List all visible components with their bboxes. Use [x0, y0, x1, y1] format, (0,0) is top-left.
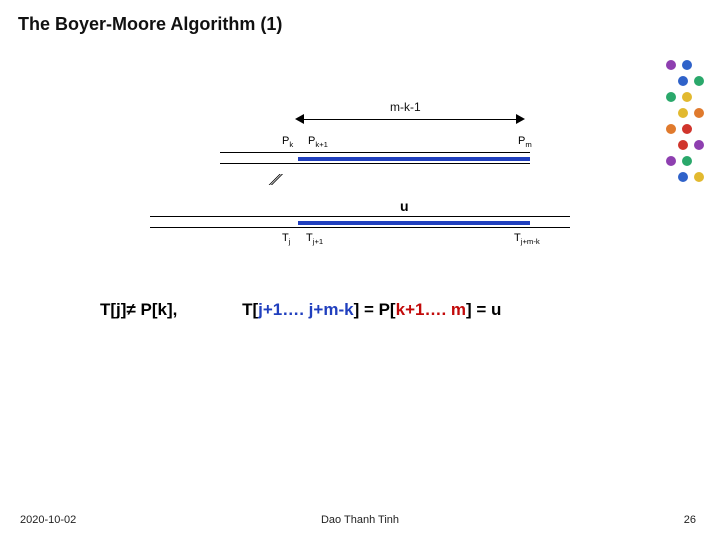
double-arrow-icon — [295, 114, 525, 126]
eq-post: ] = u — [466, 300, 501, 319]
dot-icon — [678, 108, 688, 118]
label-pk: Pk — [282, 135, 293, 149]
dot-row — [678, 108, 708, 118]
text-matched-segment — [298, 221, 530, 225]
dot-row — [678, 140, 708, 150]
label-pk1: Pk+1 — [308, 135, 328, 149]
eq-Tj: T[j] — [100, 300, 126, 319]
eq-red-range: k+1…. m — [396, 300, 466, 319]
dot-row — [678, 172, 708, 182]
dot-row — [666, 60, 708, 70]
eq-lhs-post: ] = P[ — [354, 300, 396, 319]
dot-row — [666, 92, 708, 102]
u-label: u — [400, 198, 409, 214]
dot-icon — [666, 124, 676, 134]
dot-row — [666, 124, 708, 134]
equation-mismatch: T[j]≠ P[k], — [100, 300, 177, 320]
dot-row — [678, 76, 708, 86]
dot-icon — [666, 60, 676, 70]
label-tj1: Tj+1 — [306, 232, 323, 246]
page-title: The Boyer-Moore Algorithm (1) — [18, 14, 282, 35]
label-tj: Tj — [282, 232, 290, 246]
label-pm: Pm — [518, 135, 532, 149]
pattern-bar — [220, 152, 530, 164]
arrow-right-icon — [516, 114, 525, 124]
dot-icon — [682, 92, 692, 102]
equation-match: T[j+1…. j+m-k] = P[k+1…. m] = u — [242, 300, 501, 320]
footer-page: 26 — [684, 514, 696, 526]
dot-icon — [694, 172, 704, 182]
equation-row: T[j]≠ P[k], T[j+1…. j+m-k] = P[k+1…. m] … — [100, 300, 620, 320]
eq-lhs-pre: T[ — [242, 300, 258, 319]
arrow-shaft — [303, 119, 517, 120]
footer-author: Dao Thanh Tinh — [321, 514, 399, 526]
pattern-matched-segment — [298, 157, 530, 161]
dot-icon — [666, 92, 676, 102]
neq-icon: ≠ — [126, 300, 135, 319]
dot-icon — [682, 156, 692, 166]
bm-diagram: m-k-1 Pk Pk+1 Pm ⁄⁄ u Tj Tj+1 Tj+m-k — [130, 100, 570, 280]
dot-row — [666, 156, 708, 166]
dot-icon — [694, 108, 704, 118]
dot-icon — [682, 124, 692, 134]
dot-icon — [694, 76, 704, 86]
label-tjmk: Tj+m-k — [514, 232, 540, 246]
dot-icon — [666, 156, 676, 166]
eq-Pk: P[k], — [136, 300, 178, 319]
dot-icon — [678, 76, 688, 86]
footer-date: 2020-10-02 — [20, 514, 76, 526]
dot-icon — [678, 140, 688, 150]
dot-icon — [682, 60, 692, 70]
mismatch-icon: ⁄⁄ — [274, 172, 277, 190]
eq-blue-range: j+1…. j+m-k — [258, 300, 353, 319]
span-label-m-k-1: m-k-1 — [390, 100, 421, 114]
decor-dots — [666, 60, 708, 182]
dot-icon — [694, 140, 704, 150]
dot-icon — [678, 172, 688, 182]
text-bar — [150, 216, 570, 228]
